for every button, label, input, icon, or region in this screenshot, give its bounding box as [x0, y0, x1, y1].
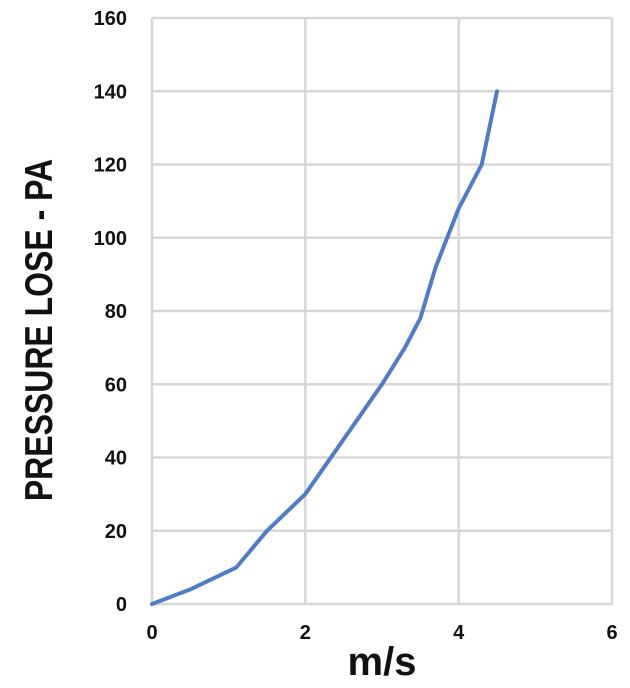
tick-labels: 0 20 40 60 80 100 120 140 160 0 2 4 6	[94, 8, 618, 644]
y-tick-label: 20	[105, 521, 127, 543]
y-tick-label: 140	[94, 81, 127, 103]
y-tick-label: 160	[94, 8, 127, 30]
x-tick-label: 0	[146, 622, 157, 644]
series-line	[150, 89, 499, 606]
y-tick-label: 60	[105, 374, 127, 396]
y-tick-label: 0	[116, 594, 127, 616]
x-axis-title: m/s	[348, 640, 417, 684]
series-layer	[150, 89, 499, 606]
y-tick-label: 100	[94, 228, 127, 250]
y-tick-label: 120	[94, 155, 127, 177]
x-tick-label: 4	[453, 622, 465, 644]
y-tick-label: 80	[105, 301, 127, 323]
y-tick-label: 40	[105, 448, 127, 470]
x-tick-label: 2	[300, 622, 311, 644]
grid	[150, 16, 614, 606]
x-tick-label: 6	[606, 622, 617, 644]
y-axis-title: PRESSURE LOSE - PA	[17, 159, 61, 501]
